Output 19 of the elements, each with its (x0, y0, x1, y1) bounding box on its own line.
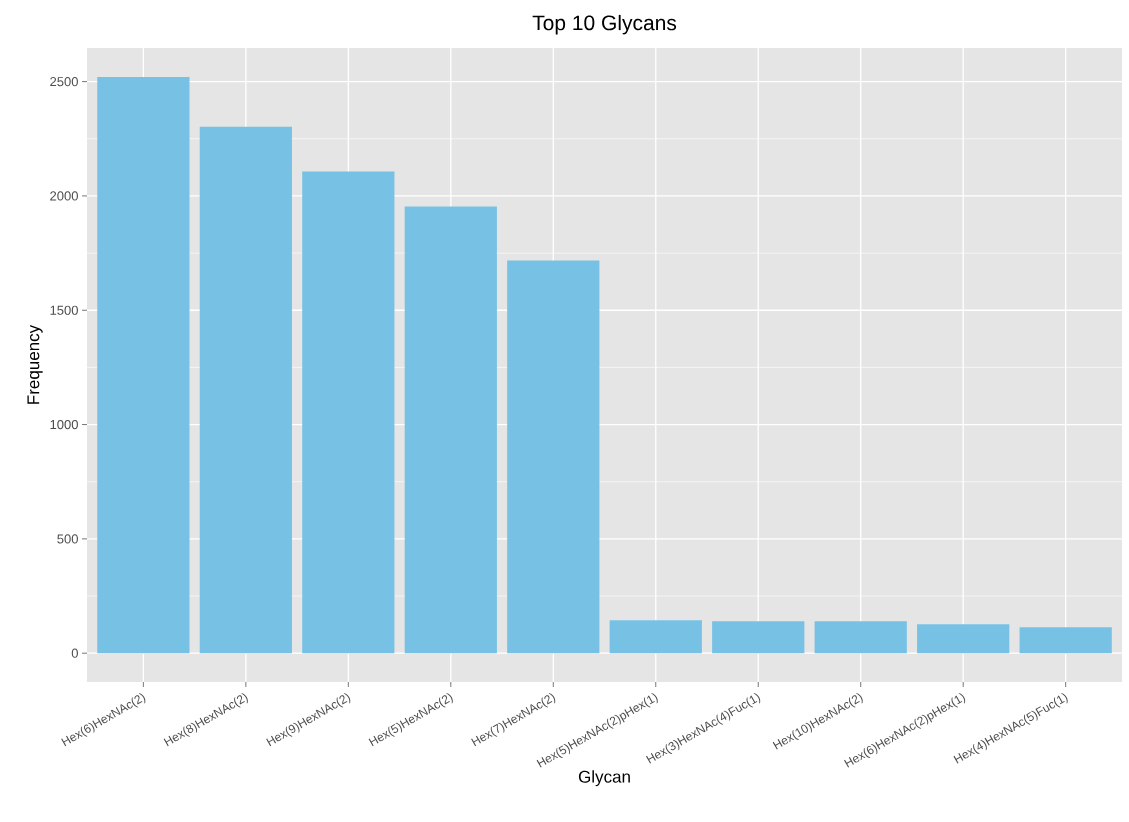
bar (507, 260, 600, 654)
bar (97, 77, 190, 654)
bar (814, 621, 907, 654)
bar (712, 621, 805, 654)
y-tick-label: 1000 (50, 419, 78, 430)
bar (609, 620, 702, 654)
bar (1019, 627, 1112, 654)
y-tick-label: 1500 (50, 305, 78, 315)
y-tick-label: 2500 (50, 77, 78, 87)
x-axis-title: Glycan (578, 770, 630, 787)
bar (917, 624, 1010, 654)
chart-title: Top 10 Glycans (532, 14, 677, 35)
bar (302, 171, 395, 654)
bar (404, 206, 497, 654)
y-tick-label: 2000 (50, 191, 78, 201)
y-tick-label: 500 (57, 534, 78, 544)
y-axis-title: Frequency (27, 324, 43, 404)
bar (199, 126, 292, 654)
y-tick-label: 0 (71, 648, 78, 658)
